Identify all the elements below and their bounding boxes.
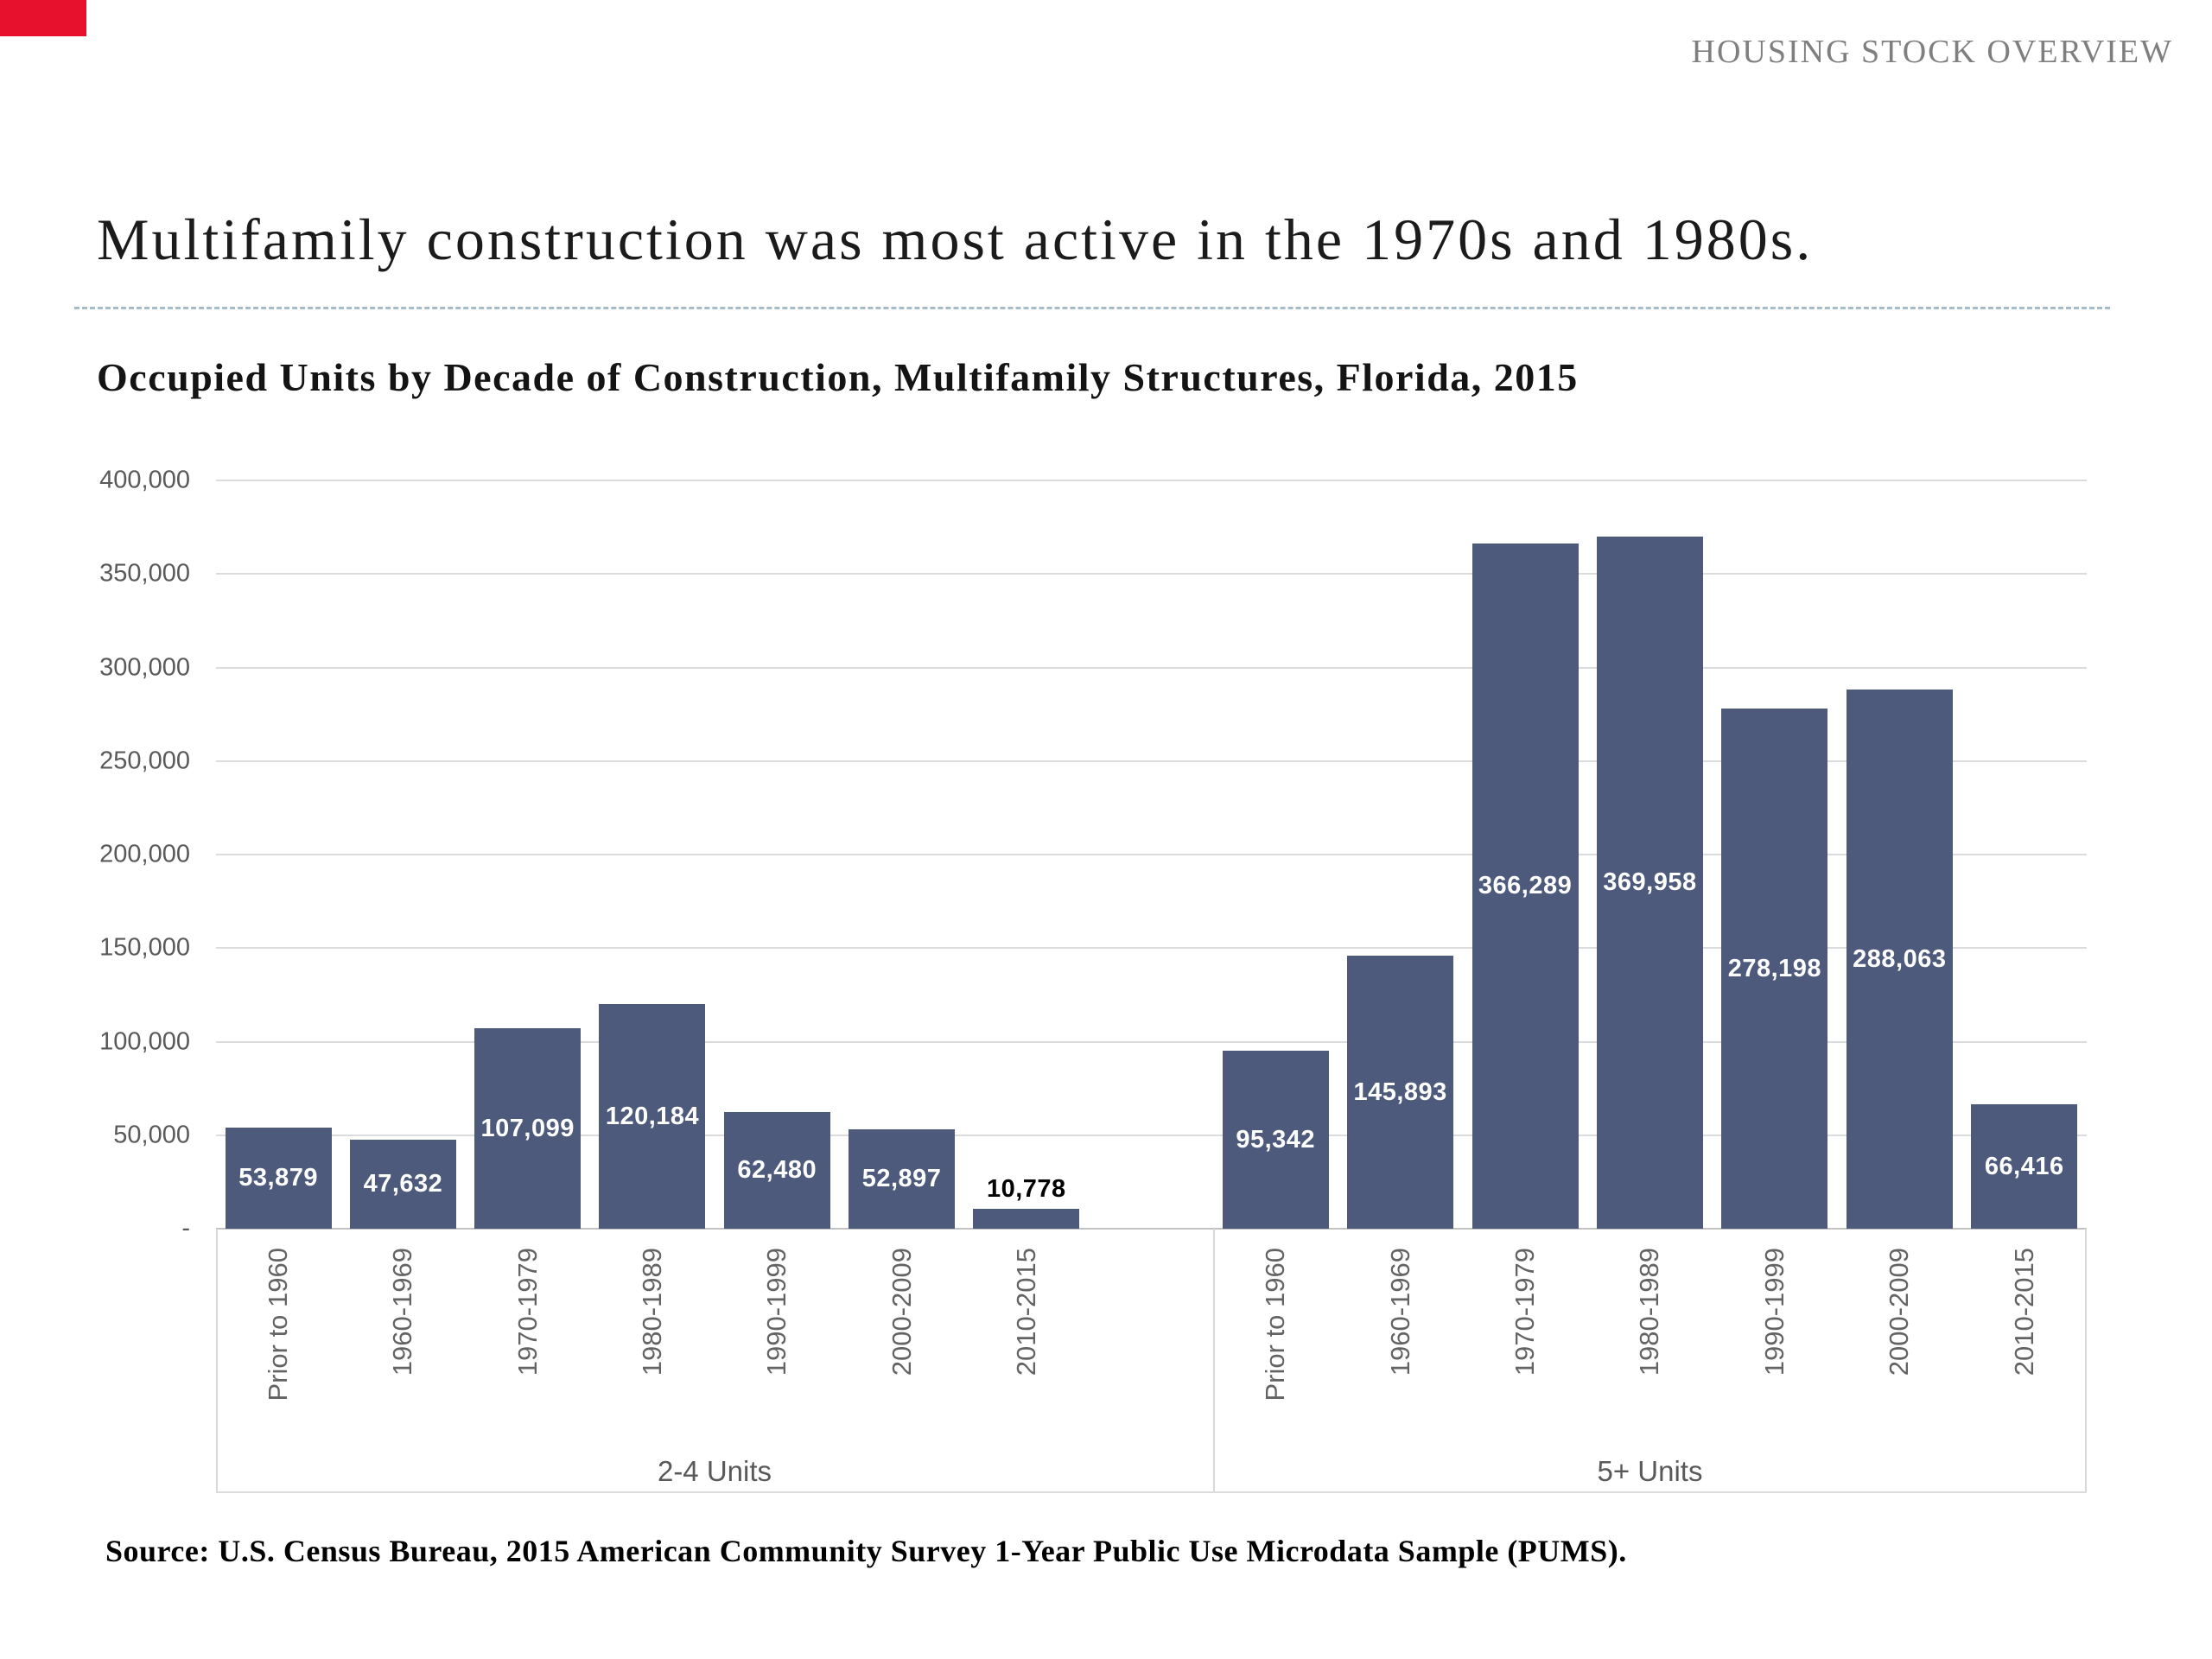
bar-5-units-1990-1999: 278,198 [1721,709,1828,1229]
chart-title: Occupied Units by Decade of Construction… [97,355,1579,399]
bar-value-label: 107,099 [480,1114,575,1142]
gridline [216,573,2087,575]
category-label-2000-2009: 2000-2009 [886,1248,917,1376]
y-tick-label: 100,000 [99,1027,190,1055]
source-citation: Source: U.S. Census Bureau, 2015 America… [105,1534,1627,1568]
category-label-2010-2015: 2010-2015 [1010,1248,1041,1376]
bar-value-label: 47,632 [363,1170,443,1198]
y-tick-label: 250,000 [99,747,190,775]
category-label-1960-1969: 1960-1969 [1384,1248,1415,1376]
category-label-prior-to-1960: Prior to 1960 [1260,1248,1291,1402]
y-tick-label: 400,000 [99,466,190,494]
gridline [216,854,2087,855]
y-tick-label: 50,000 [113,1121,190,1149]
y-tick-label: - [181,1214,190,1243]
axis-border-left [216,1229,218,1491]
slide-header-label: HOUSING STOCK OVERVIEW [1691,34,2173,70]
bar-value-label: 95,342 [1236,1125,1316,1154]
bar-2-4-units-1990-1999: 62,480 [723,1112,830,1229]
bar-value-label: 62,480 [737,1156,817,1184]
dashed-divider [74,307,2110,309]
gridline [216,947,2087,950]
bar-value-label: 120,184 [605,1102,700,1130]
bar-5-units-2010-2015: 66,416 [1971,1104,2078,1229]
slide-title: Multifamily construction was most active… [97,207,1814,272]
bar-2-4-units-2000-2009: 52,897 [849,1129,956,1229]
bar-value-label: 369,958 [1603,868,1697,896]
bar-2-4-units-prior-to-1960: 53,879 [225,1128,332,1229]
bar-2-4-units-1960-1969: 47,632 [349,1140,456,1229]
bar-value-label: 52,897 [861,1165,942,1192]
bar-value-label: 366,289 [1478,872,1573,899]
category-label-1970-1979: 1970-1979 [512,1248,543,1376]
gridline [216,666,2087,669]
x-axis-line [216,1228,2087,1230]
bar-2-4-units-1970-1979: 107,099 [474,1028,582,1229]
bar-5-units-1970-1979: 366,289 [1471,543,1579,1229]
bar-5-units-2000-2009: 288,063 [1846,690,1953,1229]
category-labels-2-4-units: Prior to 1960 1960-1969 1970-1979 1980-1989… [216,1229,1213,1445]
bar-value-label: 145,893 [1353,1077,1447,1106]
axis-border-right [2085,1229,2087,1491]
bar-value-label: 66,416 [1984,1152,2064,1180]
category-labels-5-plus-units: Prior to 1960 1960-1969 1970-1979 1980-1989… [1213,1229,2087,1445]
category-label-1970-1979: 1970-1979 [1510,1248,1541,1376]
group-label-5-plus-units: 5+ Units [1597,1455,1703,1487]
category-label-1960-1969: 1960-1969 [387,1248,418,1376]
y-axis: 400,000 350,000 300,000 250,000 200,000 150,0… [0,467,197,1243]
bar-value-label: 53,879 [238,1164,318,1192]
category-axis-area: Prior to 1960 1960-1969 1970-1979 1980-1989… [216,1229,2087,1493]
category-label-2010-2015: 2010-2015 [2008,1248,2039,1376]
gridline [216,1040,2087,1043]
y-tick-label: 350,000 [99,559,190,588]
bar-5-units-prior-to-1960: 95,342 [1222,1051,1329,1229]
bar-value-label: 288,063 [1853,944,1947,973]
red-corner-marker [0,0,86,36]
bar-value-label: 278,198 [1727,954,1822,982]
plot-area: 53,879 47,632 107,099 120,184 62,480 52,897 10… [216,480,2087,1230]
gridline [216,1134,2087,1136]
y-tick-label: 200,000 [99,840,190,868]
gridline [216,760,2087,762]
group-label-2-4-units: 2-4 Units [657,1455,772,1487]
category-label-2000-2009: 2000-2009 [1884,1248,1915,1376]
bar-2-4-units-2010-2015: 10,778 [973,1175,1080,1229]
bar-group-2-4-units: 53,879 47,632 107,099 120,184 62,480 52,897 10… [216,480,1213,1229]
bar-2-4-units-1980-1989: 120,184 [599,1004,706,1229]
category-label-1980-1989: 1980-1989 [636,1248,667,1376]
bar-value-label: 10,778 [986,1175,1066,1203]
bar-group-5-plus-units: 95,342 145,893 366,289 369,958 278,198 288,06… [1213,480,2087,1229]
bar-5-units-1980-1989: 369,958 [1596,537,1703,1229]
axis-group-divider [1213,1229,1215,1491]
gridline [216,480,2087,481]
y-tick-label: 300,000 [99,653,190,681]
bar-5-units-1960-1969: 145,893 [1347,956,1454,1229]
category-label-1990-1999: 1990-1999 [761,1248,792,1376]
category-label-1980-1989: 1980-1989 [1634,1248,1665,1376]
y-tick-label: 150,000 [99,933,190,962]
category-label-1990-1999: 1990-1999 [1758,1248,1789,1376]
category-label-prior-to-1960: Prior to 1960 [263,1248,294,1402]
